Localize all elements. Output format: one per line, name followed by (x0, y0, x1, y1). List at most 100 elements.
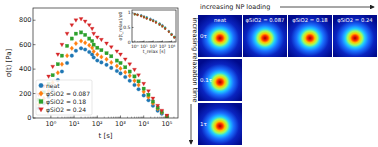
point (165, 115, 169, 118)
y-tick-label: 0.5 (123, 25, 130, 30)
point (119, 72, 123, 76)
point (159, 24, 161, 26)
y-tick-label: 800 (19, 16, 31, 24)
legend-label: neat (46, 82, 60, 89)
point (143, 16, 145, 18)
point (143, 16, 145, 18)
point (142, 87, 145, 90)
point (152, 20, 154, 22)
point (115, 69, 119, 73)
point (119, 53, 123, 56)
point (140, 15, 142, 17)
scattering-pattern (198, 103, 242, 145)
point (95, 36, 99, 39)
x-tick (143, 116, 144, 119)
point (171, 34, 173, 36)
point (123, 70, 127, 75)
point (137, 14, 139, 16)
point (79, 18, 83, 21)
y-tick (33, 69, 36, 70)
point (74, 49, 78, 53)
point (105, 52, 108, 55)
point (160, 109, 164, 112)
point (140, 16, 142, 18)
series-1 (134, 13, 175, 38)
column-label: φSiO2 = 0.087 (246, 17, 285, 24)
point (146, 18, 148, 20)
point (156, 104, 160, 107)
series-3 (134, 14, 176, 39)
point (152, 21, 154, 23)
point (47, 75, 51, 78)
point (95, 52, 99, 57)
point (134, 13, 136, 15)
point (134, 14, 136, 16)
legend-marker (39, 83, 43, 87)
legend-marker (39, 108, 44, 112)
arrow (191, 104, 192, 144)
point (109, 46, 113, 49)
x-tick-label: 10⁴ (138, 120, 149, 128)
arrow (280, 7, 374, 8)
y-tick (33, 20, 36, 21)
data (134, 13, 176, 39)
pattern-grid: increasing NP loadingincreasing relaxati… (191, 3, 377, 145)
point (128, 74, 132, 79)
point (74, 41, 78, 46)
series-1 (37, 39, 169, 118)
point (70, 54, 74, 58)
point (133, 78, 137, 83)
y-tick-label: 400 (19, 65, 31, 73)
point (83, 20, 87, 23)
chart-0: 10⁰10¹10²10³10⁴10⁵0200400600800t [s]σ(t)… (5, 8, 178, 140)
point (146, 18, 148, 20)
point (124, 66, 127, 69)
series-0 (37, 47, 169, 118)
point (115, 59, 118, 62)
point (132, 68, 136, 71)
point (137, 80, 140, 83)
y-tick-label: 1 (128, 10, 131, 15)
point (109, 60, 113, 64)
x-tick-label: 10¹ (69, 120, 80, 128)
y-tick-label: 600 (19, 41, 31, 49)
scattering-pattern (333, 15, 377, 57)
point (137, 83, 141, 88)
point (137, 74, 141, 77)
point (105, 63, 109, 67)
point (84, 33, 87, 36)
point (65, 61, 69, 65)
point (134, 14, 136, 16)
x-tick (50, 116, 51, 119)
point (51, 65, 55, 68)
point (128, 63, 132, 66)
point (150, 18, 152, 20)
point (109, 66, 113, 70)
point (105, 57, 109, 62)
point (161, 25, 163, 27)
point (137, 87, 141, 91)
point (155, 22, 157, 24)
frame (132, 10, 176, 42)
point (168, 30, 170, 32)
scattering-pattern (288, 15, 332, 57)
scattering-pattern (243, 15, 287, 57)
point (150, 19, 152, 21)
y-tick-label: 0 (128, 40, 131, 45)
x-tick-label: 10⁰ (45, 120, 56, 128)
point (174, 37, 176, 39)
point (164, 28, 166, 30)
legend: neatφSiO2 = 0.087φSiO2 = 0.18φSiO2 = 0.2… (36, 80, 92, 115)
point (137, 13, 139, 15)
point (140, 15, 142, 17)
plot-bg (132, 10, 176, 42)
x-tick-label: 10⁰ (131, 44, 139, 49)
point (79, 31, 82, 34)
point (60, 70, 64, 74)
point (74, 19, 78, 22)
point (56, 63, 59, 66)
row-label: 1τ (200, 121, 207, 127)
point (133, 83, 137, 87)
point (83, 41, 87, 46)
point (65, 32, 69, 35)
